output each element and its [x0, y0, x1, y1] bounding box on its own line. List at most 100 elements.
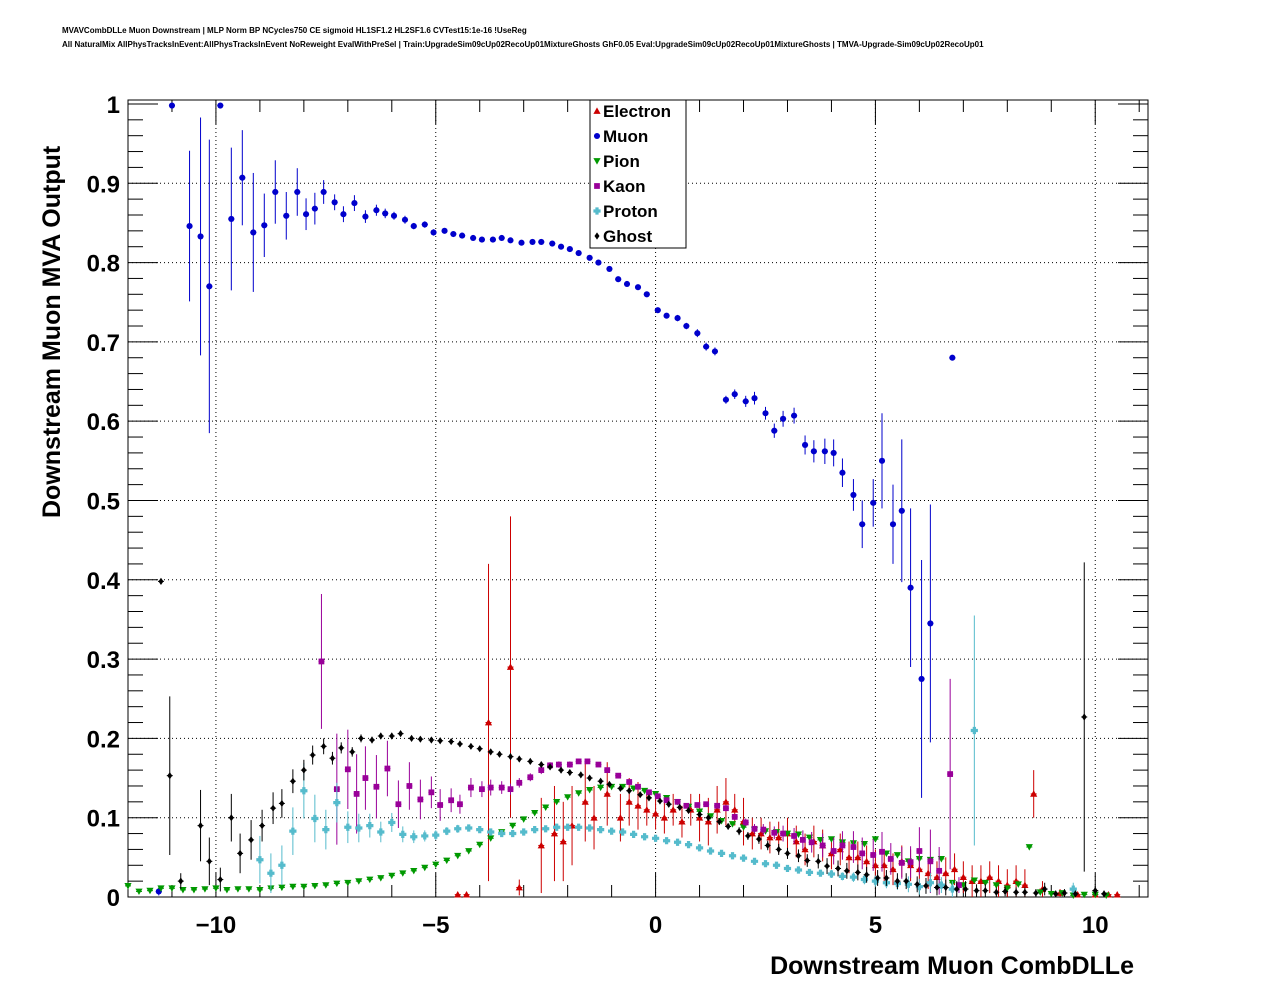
muon-point — [839, 469, 846, 476]
kaon-point — [898, 860, 905, 866]
proton-point — [267, 869, 275, 877]
chart-title-line-2: All NaturalMix AllPhysTracksInEvent:AllP… — [62, 40, 984, 49]
proton-point — [816, 869, 825, 877]
series-pion — [124, 783, 1110, 900]
proton-point — [926, 879, 934, 887]
pion-point — [278, 884, 286, 892]
proton-point — [728, 852, 737, 860]
proton-point — [970, 726, 978, 735]
ghost-point — [637, 791, 643, 799]
proton-point — [443, 827, 451, 835]
kaon-point — [936, 867, 943, 874]
proton-point — [640, 833, 649, 841]
kaon-point — [870, 852, 877, 858]
ghost-point — [338, 744, 344, 752]
muon-point — [197, 233, 204, 240]
muon-point — [927, 620, 934, 627]
muon-point — [362, 213, 369, 220]
ghost-point — [349, 748, 355, 756]
kaon-point — [771, 829, 778, 836]
kaon-point — [406, 783, 413, 789]
electron-point — [559, 837, 567, 845]
muon-point — [907, 584, 914, 591]
ghost-point — [914, 880, 920, 888]
ghost-point — [894, 877, 900, 885]
electron-point — [1021, 881, 1029, 888]
proton-point — [794, 866, 803, 874]
x-axis-label: Downstream Muon CombDLLe — [770, 952, 1134, 980]
muon-point — [239, 174, 246, 181]
pion-point — [124, 883, 132, 890]
ghost-point — [437, 737, 443, 745]
legend-label-proton: Proton — [603, 202, 658, 221]
muon-point — [821, 448, 828, 455]
electron-point — [651, 810, 660, 817]
ghost-point — [934, 883, 940, 892]
ghost-point — [745, 832, 751, 840]
muon-point — [722, 396, 729, 403]
proton-point — [564, 823, 572, 831]
ghost-point — [237, 849, 243, 857]
proton-point — [465, 824, 473, 832]
kaon-point — [808, 839, 815, 846]
kaon-point — [887, 856, 894, 862]
pion-point — [454, 852, 462, 860]
ghost-point — [301, 766, 307, 774]
kaon-point — [538, 767, 545, 773]
proton-point — [849, 873, 858, 881]
kaon-point — [694, 802, 701, 808]
proton-point — [827, 870, 836, 878]
muon-point — [507, 237, 514, 244]
ghost-point — [1061, 889, 1067, 897]
muon-point — [320, 188, 327, 196]
electron-point — [506, 663, 515, 670]
proton-point — [432, 831, 440, 839]
kaon-point — [362, 775, 369, 781]
muon-point — [731, 391, 738, 398]
kaon-point — [615, 772, 622, 779]
legend-label-ghost: Ghost — [603, 227, 652, 246]
muon-point — [771, 427, 778, 434]
ghost-point — [617, 784, 623, 792]
kaon-point — [626, 779, 633, 785]
kaon-point — [654, 793, 661, 800]
electron-point — [484, 718, 493, 726]
kaon-point — [417, 796, 424, 803]
muon-point — [663, 312, 670, 319]
proton-point — [388, 818, 396, 827]
electron-point — [581, 798, 589, 805]
ghost-point — [389, 732, 395, 740]
kaon-point — [635, 783, 641, 790]
muon-point — [351, 200, 358, 207]
proton-point — [509, 829, 517, 838]
muon-point — [694, 330, 701, 337]
muon-point — [529, 238, 536, 246]
proton-point — [520, 828, 528, 836]
muon-point — [558, 243, 565, 250]
ghost-point — [507, 753, 514, 761]
electron-point — [775, 833, 783, 841]
legend-marker-pion — [593, 158, 601, 165]
proton-point — [630, 830, 638, 838]
muon-point — [303, 211, 310, 218]
series-kaon — [318, 594, 962, 895]
kaon-point — [850, 844, 857, 850]
kaon-point — [457, 801, 463, 808]
pion-point — [1047, 890, 1055, 898]
proton-point — [289, 827, 297, 835]
muon-point — [711, 348, 718, 355]
muon-point — [430, 229, 437, 236]
pion-point — [135, 888, 143, 896]
kaon-point — [468, 784, 474, 791]
kaon-point — [731, 814, 738, 820]
muon-point — [331, 199, 338, 206]
y-tick-label: 0.4 — [87, 568, 121, 595]
proton-point — [399, 830, 407, 838]
electron-point — [550, 829, 559, 837]
electron-point — [986, 873, 994, 881]
kaon-point — [819, 842, 826, 849]
muon-point — [878, 457, 886, 464]
ghost-point — [844, 867, 850, 875]
electron-point — [643, 806, 651, 813]
proton-point — [684, 841, 693, 849]
